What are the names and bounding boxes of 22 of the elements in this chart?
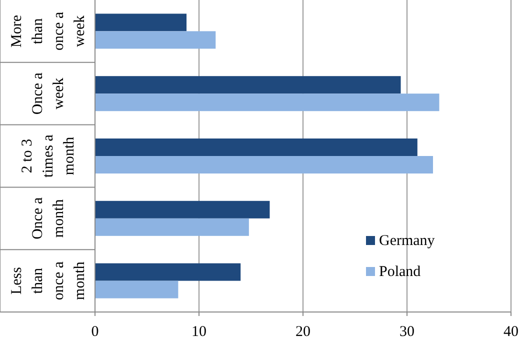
- x-tick-label: 0: [91, 324, 99, 340]
- legend-label: Germany: [379, 233, 436, 249]
- y-tick-label: 2 to 3 times a month: [20, 134, 78, 178]
- legend-label: Poland: [379, 264, 422, 280]
- bar: [95, 156, 433, 174]
- x-tick-label: 20: [296, 324, 310, 340]
- bar: [95, 263, 241, 281]
- x-tick-label: 30: [400, 324, 414, 340]
- bar: [95, 200, 270, 218]
- y-tick-label: Once a month: [30, 197, 67, 240]
- x-tick-label: 10: [192, 324, 206, 340]
- bar: [95, 76, 401, 94]
- y-tick-label: Less than once a month: [9, 261, 88, 300]
- y-tick-label: More than once a week: [9, 12, 88, 51]
- bar: [95, 280, 178, 298]
- bar: [95, 31, 216, 49]
- bar: [95, 138, 418, 156]
- bar: [95, 94, 440, 112]
- y-tick-label: Once a week: [30, 72, 67, 115]
- bar: [95, 14, 187, 32]
- bar: [95, 218, 249, 236]
- x-tick-label: 40: [504, 324, 518, 340]
